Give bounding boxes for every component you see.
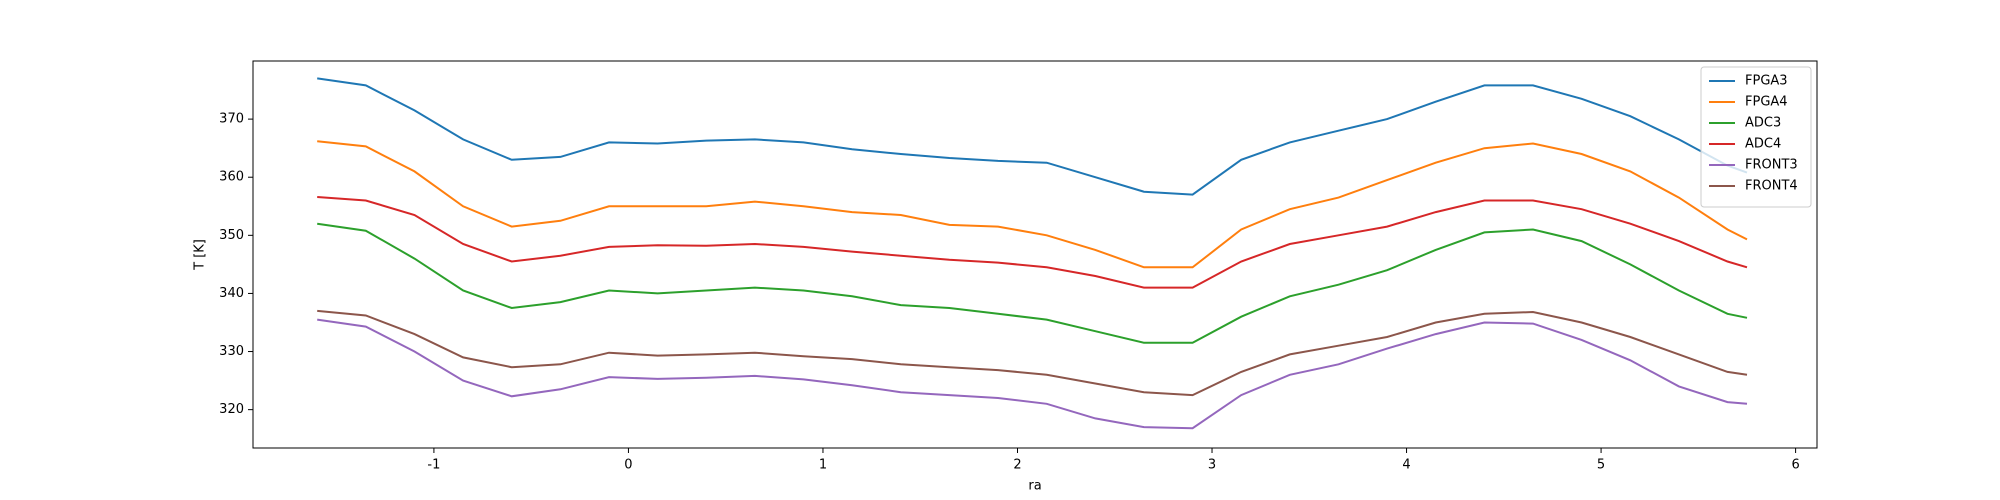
legend-label: ADC3 xyxy=(1745,116,1781,131)
legend-label: FPGA3 xyxy=(1745,74,1788,89)
x-tick-label: 5 xyxy=(1597,458,1605,473)
x-axis-label: ra xyxy=(1028,479,1041,494)
series-line xyxy=(317,140,1748,269)
legend-label: FRONT4 xyxy=(1745,179,1798,194)
x-tick-label: -1 xyxy=(427,458,440,473)
x-tick-label: 1 xyxy=(819,458,827,473)
x-tick-label: 3 xyxy=(1208,458,1216,473)
y-tick-label: 340 xyxy=(219,286,244,301)
series-line xyxy=(317,222,1748,344)
legend-label: FPGA4 xyxy=(1745,95,1788,110)
x-tick-label: 2 xyxy=(1013,458,1021,473)
y-tick-label: 330 xyxy=(219,344,244,359)
x-tick-label: 0 xyxy=(624,458,632,473)
x-tick-label: 4 xyxy=(1402,458,1410,473)
series-line xyxy=(317,196,1748,289)
legend-label: FRONT3 xyxy=(1745,158,1798,173)
x-tick-label: 6 xyxy=(1791,458,1799,473)
legend-label: ADC4 xyxy=(1745,137,1781,152)
y-tick-label: 360 xyxy=(219,170,244,185)
plot-frame xyxy=(252,60,1818,449)
y-tick-label: 320 xyxy=(219,402,244,417)
series-line xyxy=(317,318,1748,430)
y-axis-label: T [K] xyxy=(193,239,208,271)
series-line xyxy=(317,77,1748,196)
series-line xyxy=(317,309,1748,397)
y-tick-label: 370 xyxy=(219,112,244,127)
y-tick-label: 350 xyxy=(219,228,244,243)
